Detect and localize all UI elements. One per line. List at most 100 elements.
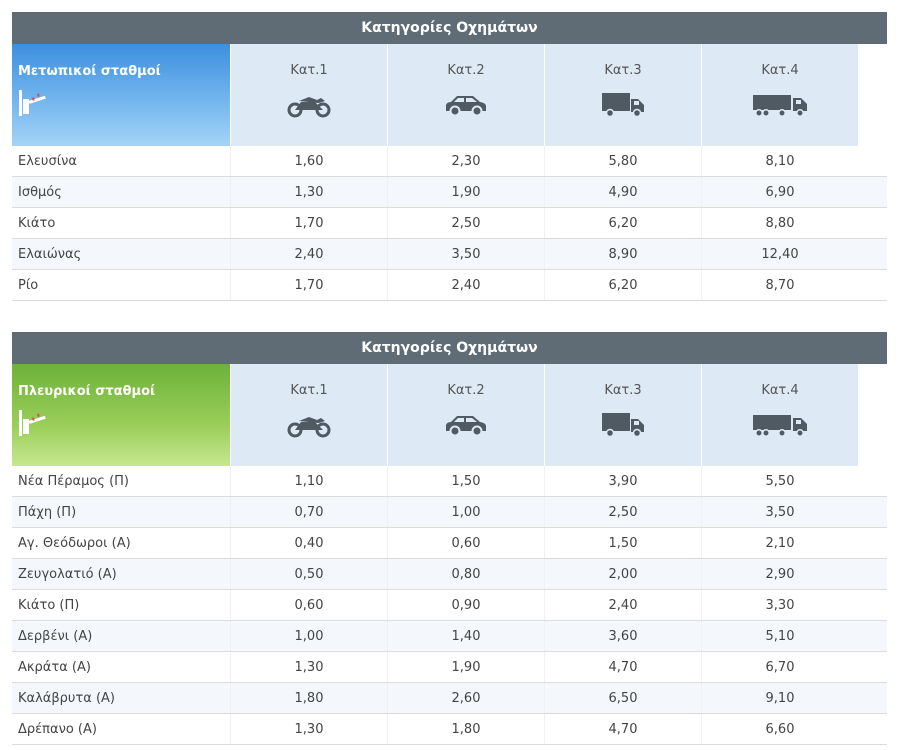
toll-price-cat-3: 8,90 — [544, 239, 701, 269]
category-label: Κατ.4 — [761, 383, 799, 398]
toll-price-cat-2: 1,90 — [387, 177, 544, 207]
toll-price-cat-1: 1,60 — [230, 146, 387, 176]
toll-price-cat-1: 1,10 — [230, 466, 387, 496]
toll-price-cat-2: 1,50 — [387, 466, 544, 496]
station-type-header: Πλευρικοί σταθμοί — [12, 364, 230, 466]
table-row: Δερβένι (Α) 1,00 1,40 3,60 5,10 — [12, 621, 887, 652]
toll-price-cat-2: 0,90 — [387, 590, 544, 620]
table-row: Ισθμός 1,30 1,90 4,90 6,90 — [12, 177, 887, 208]
header-row: Μετωπικοί σταθμοί Κατ.1 Κατ.2 Κατ.3 — [12, 44, 887, 146]
table-row: Καλάβρυτα (Α) 1,80 2,60 6,50 9,10 — [12, 683, 887, 714]
category-2-header: Κατ.2 — [387, 364, 544, 466]
station-name: Ισθμός — [18, 184, 62, 200]
category-label: Κατ.1 — [290, 63, 328, 78]
section-header: Κατηγορίες Οχημάτων — [12, 12, 887, 44]
motorcycle-icon — [287, 92, 331, 118]
toll-price-cat-1: 2,40 — [230, 239, 387, 269]
toll-price-cat-4: 5,50 — [701, 466, 858, 496]
toll-price-cat-2: 1,90 — [387, 652, 544, 682]
station-name: Νέα Πέραμος (Π) — [18, 473, 129, 489]
toll-price-cat-1: 1,70 — [230, 208, 387, 238]
truck-icon — [601, 412, 645, 438]
side-stations-table: Κατηγορίες Οχημάτων Πλευρικοί σταθμοί Κα… — [12, 332, 887, 745]
category-3-header: Κατ.3 — [544, 44, 701, 146]
station-name: Δρέπανο (Α) — [18, 721, 97, 737]
toll-price-cat-4: 12,40 — [701, 239, 858, 269]
toll-price-cat-4: 3,30 — [701, 590, 858, 620]
toll-price-cat-3: 5,80 — [544, 146, 701, 176]
table-row: Ζευγολατιό (Α) 0,50 0,80 2,00 2,90 — [12, 559, 887, 590]
toll-price-cat-3: 4,70 — [544, 714, 701, 744]
category-label: Κατ.2 — [447, 63, 485, 78]
station-name: Ζευγολατιό (Α) — [18, 566, 117, 582]
motorcycle-icon — [287, 412, 331, 438]
station-name: Πάχη (Π) — [18, 504, 77, 520]
station-name: Ελαιώνας — [18, 246, 82, 262]
toll-price-cat-4: 2,10 — [701, 528, 858, 558]
toll-price-cat-3: 1,50 — [544, 528, 701, 558]
category-2-header: Κατ.2 — [387, 44, 544, 146]
header-row: Πλευρικοί σταθμοί Κατ.1 Κατ.2 Κατ.3 — [12, 364, 887, 466]
toll-price-cat-4: 8,10 — [701, 146, 858, 176]
station-type-title: Μετωπικοί σταθμοί — [18, 64, 161, 79]
toll-price-cat-1: 1,00 — [230, 621, 387, 651]
toll-price-cat-4: 9,10 — [701, 683, 858, 713]
toll-price-cat-1: 0,70 — [230, 497, 387, 527]
station-name: Ρίο — [18, 277, 39, 293]
table-row: Ελαιώνας 2,40 3,50 8,90 12,40 — [12, 239, 887, 270]
truck-icon — [601, 92, 645, 118]
category-1-header: Κατ.1 — [230, 44, 387, 146]
category-label: Κατ.3 — [604, 383, 642, 398]
toll-price-cat-2: 0,60 — [387, 528, 544, 558]
side-rows: Νέα Πέραμος (Π) 1,10 1,50 3,90 5,50 Πάχη (Π) 0… — [12, 466, 887, 745]
station-type-header: Μετωπικοί σταθμοί — [12, 44, 230, 146]
toll-price-cat-4: 6,70 — [701, 652, 858, 682]
toll-price-cat-3: 3,90 — [544, 466, 701, 496]
toll-price-cat-4: 6,60 — [701, 714, 858, 744]
toll-price-cat-1: 1,70 — [230, 270, 387, 300]
toll-price-cat-4: 8,70 — [701, 270, 858, 300]
table-row: Ακράτα (Α) 1,30 1,90 4,70 6,70 — [12, 652, 887, 683]
toll-price-cat-2: 1,40 — [387, 621, 544, 651]
category-4-header: Κατ.4 — [701, 44, 858, 146]
toll-barrier-icon — [19, 410, 46, 436]
semi-truck-icon — [752, 412, 808, 438]
toll-price-cat-3: 3,60 — [544, 621, 701, 651]
toll-price-cat-3: 6,50 — [544, 683, 701, 713]
toll-price-cat-1: 0,40 — [230, 528, 387, 558]
table-row: Κιάτο (Π) 0,60 0,90 2,40 3,30 — [12, 590, 887, 621]
car-icon — [444, 412, 488, 438]
toll-price-cat-2: 1,00 — [387, 497, 544, 527]
category-1-header: Κατ.1 — [230, 364, 387, 466]
toll-barrier-icon — [19, 90, 46, 116]
station-name: Ακράτα (Α) — [18, 659, 91, 675]
table-row: Δρέπανο (Α) 1,30 1,80 4,70 6,60 — [12, 714, 887, 745]
toll-price-cat-1: 1,30 — [230, 177, 387, 207]
station-name: Ελευσίνα — [18, 153, 77, 169]
station-name: Καλάβρυτα (Α) — [18, 690, 115, 706]
table-row: Ελευσίνα 1,60 2,30 5,80 8,10 — [12, 146, 887, 177]
toll-price-cat-1: 1,30 — [230, 714, 387, 744]
toll-price-cat-1: 0,60 — [230, 590, 387, 620]
toll-price-cat-2: 0,80 — [387, 559, 544, 589]
frontal-rows: Ελευσίνα 1,60 2,30 5,80 8,10 Ισθμός 1,30 1,90 4,… — [12, 146, 887, 301]
frontal-stations-table: Κατηγορίες Οχημάτων Μετωπικοί σταθμοί Κα… — [12, 12, 887, 301]
car-icon — [444, 92, 488, 118]
toll-price-cat-3: 2,40 — [544, 590, 701, 620]
toll-price-cat-2: 2,60 — [387, 683, 544, 713]
toll-price-cat-4: 6,90 — [701, 177, 858, 207]
toll-price-cat-3: 2,00 — [544, 559, 701, 589]
toll-price-cat-3: 4,90 — [544, 177, 701, 207]
table-row: Νέα Πέραμος (Π) 1,10 1,50 3,90 5,50 — [12, 466, 887, 497]
toll-price-cat-3: 2,50 — [544, 497, 701, 527]
section-header: Κατηγορίες Οχημάτων — [12, 332, 887, 364]
table-row: Κιάτο 1,70 2,50 6,20 8,80 — [12, 208, 887, 239]
toll-price-cat-2: 2,50 — [387, 208, 544, 238]
station-type-title: Πλευρικοί σταθμοί — [18, 384, 156, 399]
toll-price-cat-4: 5,10 — [701, 621, 858, 651]
table-row: Ρίο 1,70 2,40 6,20 8,70 — [12, 270, 887, 301]
category-4-header: Κατ.4 — [701, 364, 858, 466]
toll-price-cat-2: 2,40 — [387, 270, 544, 300]
category-label: Κατ.3 — [604, 63, 642, 78]
station-name: Αγ. Θεόδωροι (Α) — [18, 535, 131, 551]
